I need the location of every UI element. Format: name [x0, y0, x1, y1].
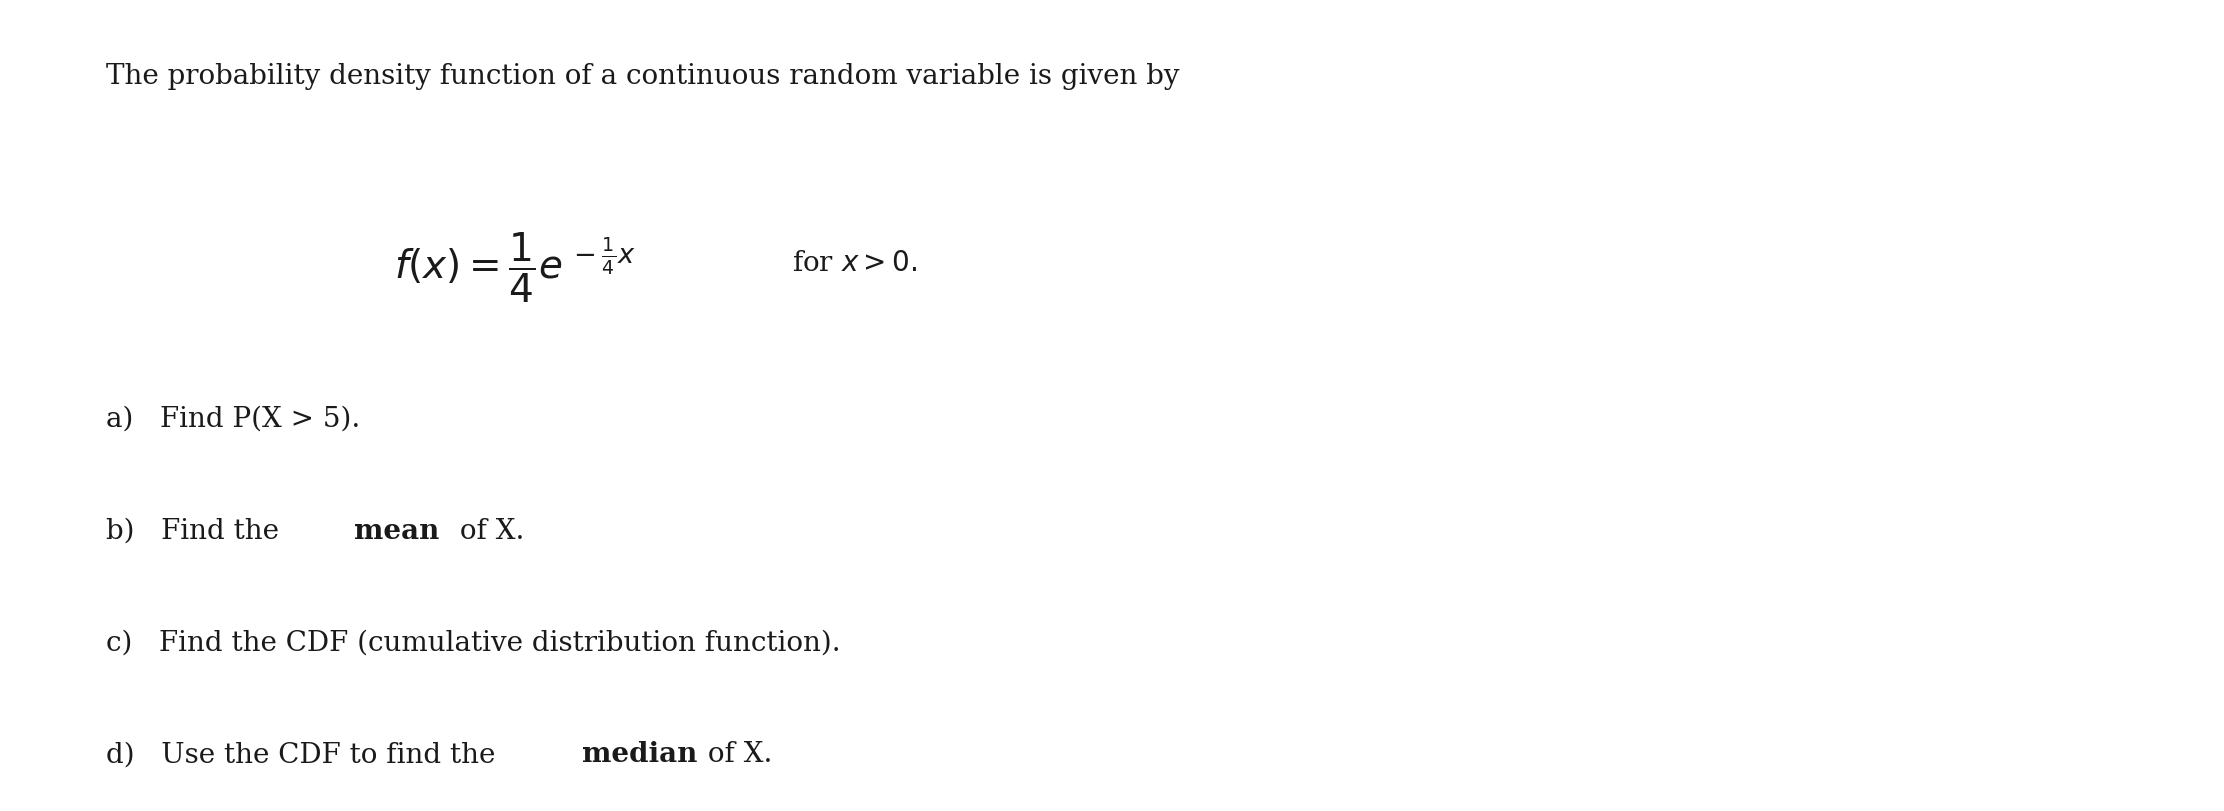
Text: of X.: of X.	[698, 740, 772, 767]
Text: for $x > 0.$: for $x > 0.$	[792, 250, 916, 277]
Text: median: median	[580, 740, 696, 767]
Text: a)   Find P(X > 5).: a) Find P(X > 5).	[107, 406, 360, 432]
Text: The probability density function of a continuous random variable is given by: The probability density function of a co…	[107, 62, 1181, 90]
Text: d)   Use the CDF to find the: d) Use the CDF to find the	[107, 740, 505, 767]
Text: c)   Find the CDF (cumulative distribution function).: c) Find the CDF (cumulative distribution…	[107, 629, 841, 655]
Text: b)   Find the: b) Find the	[107, 517, 289, 544]
Text: mean: mean	[354, 517, 440, 544]
Text: of X.: of X.	[451, 517, 525, 544]
Text: $f(x) = \dfrac{1}{4}e^{\,-\frac{1}{4}x}$: $f(x) = \dfrac{1}{4}e^{\,-\frac{1}{4}x}$	[394, 230, 636, 304]
